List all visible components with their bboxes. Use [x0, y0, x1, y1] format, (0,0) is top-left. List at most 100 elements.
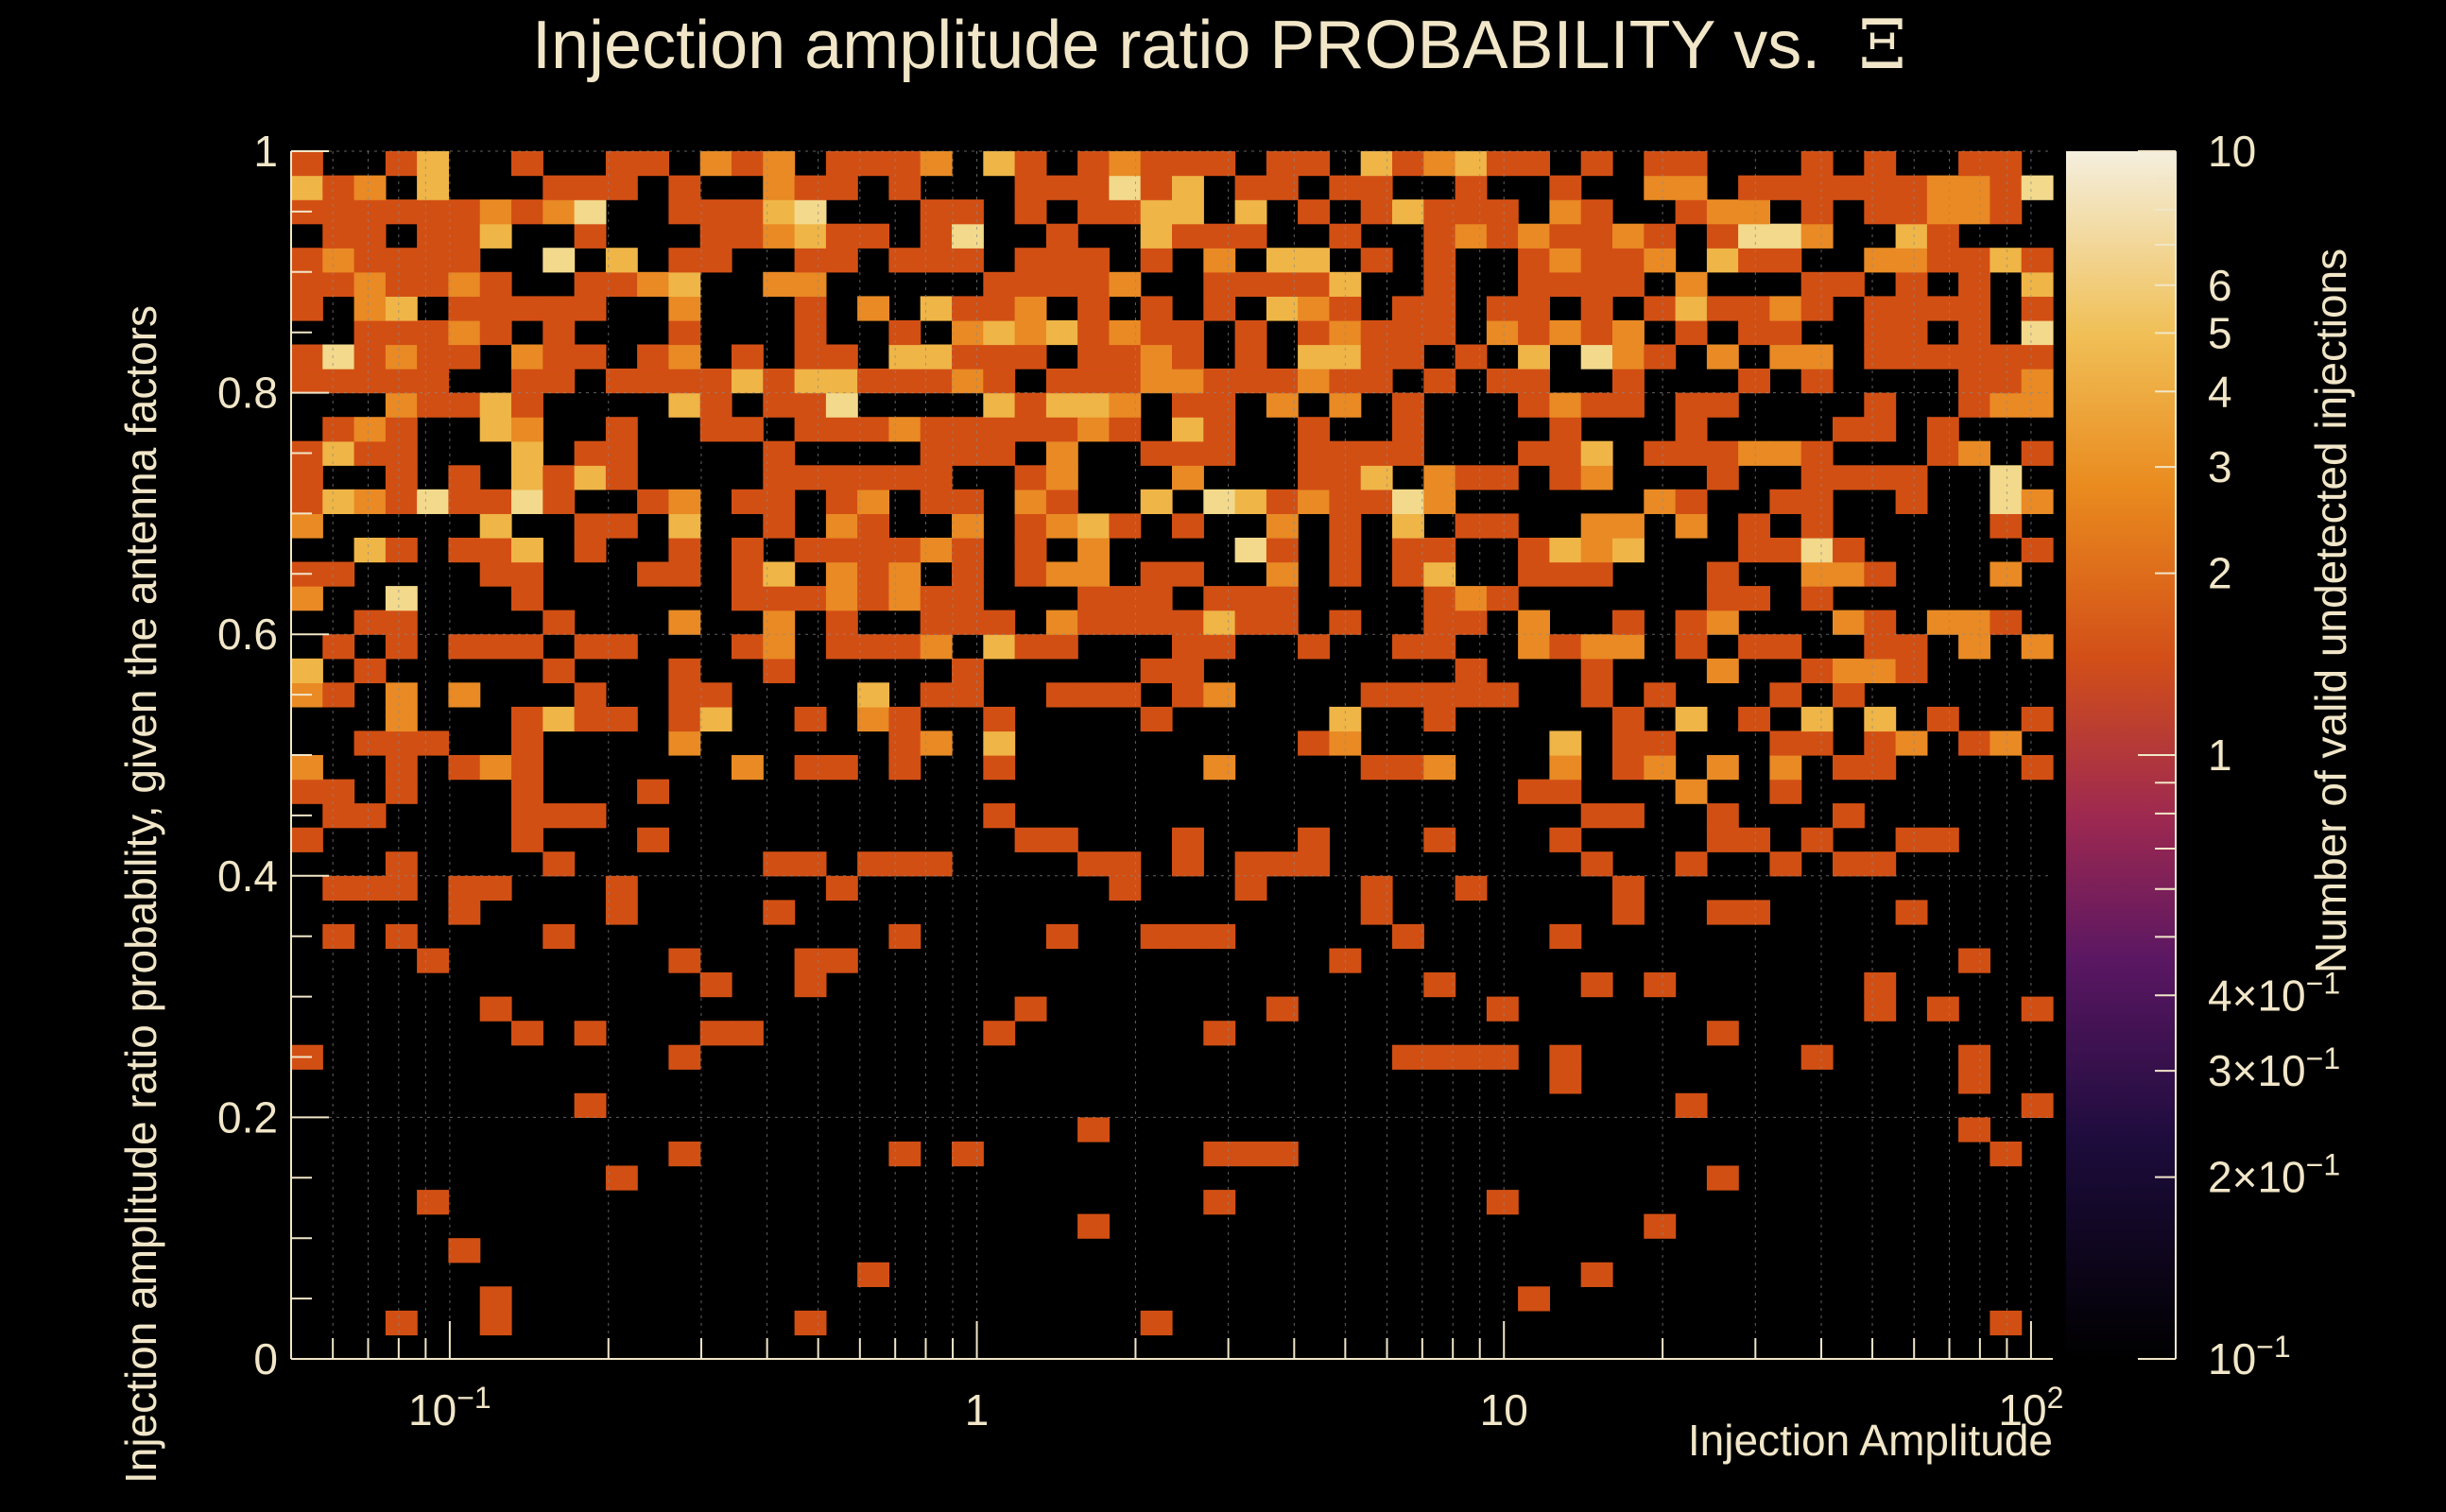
colorbar-label: Number of valid undetected injections — [2306, 249, 2355, 973]
heatmap-cell — [920, 199, 953, 225]
heatmap-cell — [1423, 465, 1456, 490]
heatmap-cell — [1549, 175, 1582, 200]
heatmap-cell — [1077, 369, 1110, 394]
heatmap-cell — [1895, 634, 1928, 660]
plot-area — [291, 151, 2054, 1336]
heatmap-cell — [732, 1021, 764, 1046]
heatmap-cell — [353, 271, 387, 297]
heatmap-cell — [385, 851, 418, 877]
heatmap-cell — [448, 344, 481, 369]
heatmap-cell — [1172, 827, 1204, 852]
heatmap-cell — [479, 1286, 512, 1312]
heatmap-cell — [1360, 175, 1393, 200]
heatmap-cell — [1580, 682, 1613, 708]
heatmap-cell — [763, 223, 796, 249]
heatmap-cell — [794, 465, 827, 490]
heatmap-cell — [1423, 634, 1456, 660]
heatmap-cell — [888, 151, 922, 177]
heatmap-cell — [1423, 586, 1456, 611]
heatmap-cell — [1738, 586, 1770, 611]
heatmap-cell — [511, 634, 543, 660]
heatmap-cell — [825, 465, 858, 490]
heatmap-cell — [1014, 634, 1047, 660]
heatmap-cell — [448, 319, 481, 346]
heatmap-cell — [1833, 538, 1865, 563]
heatmap-cell — [920, 610, 953, 635]
heatmap-cell — [448, 682, 481, 708]
heatmap-cell — [1706, 586, 1739, 611]
heatmap-cell — [1329, 513, 1362, 539]
heatmap-cell — [1549, 392, 1582, 418]
heatmap-cell — [1140, 223, 1173, 249]
heatmap-cell — [1172, 658, 1204, 683]
heatmap-cell — [763, 369, 796, 394]
heatmap-cell — [1644, 440, 1677, 466]
heatmap-cell — [1298, 417, 1330, 442]
heatmap-cell — [1140, 706, 1173, 732]
heatmap-cell — [1455, 875, 1488, 901]
y-axis: 0 0.2 0.4 0.6 0.8 1 — [217, 127, 329, 1383]
heatmap-cell — [385, 779, 418, 804]
heatmap-cell — [1014, 417, 1047, 442]
heatmap-cell — [1926, 296, 1959, 321]
heatmap-cell — [637, 561, 669, 587]
heatmap-cell — [543, 923, 576, 950]
heatmap-cell — [511, 561, 543, 587]
heatmap-cell — [1769, 175, 1802, 200]
heatmap-cell — [479, 513, 512, 539]
heatmap-cell — [1423, 199, 1456, 225]
heatmap-cell — [1958, 440, 1990, 466]
heatmap-cell — [732, 151, 764, 177]
heatmap-cell — [1990, 610, 2023, 635]
heatmap-cell — [605, 271, 638, 297]
heatmap-cell — [1298, 344, 1330, 369]
heatmap-cell — [1140, 199, 1173, 225]
heatmap-cell — [763, 440, 796, 466]
heatmap-cell — [763, 561, 796, 587]
heatmap-cell — [1706, 392, 1739, 418]
heatmap-cell — [1266, 538, 1299, 563]
heatmap-cell — [605, 875, 638, 901]
heatmap-cell — [1518, 223, 1550, 249]
heatmap-cell — [1675, 175, 1708, 200]
heatmap-cell — [763, 489, 796, 514]
heatmap-cell — [1706, 248, 1739, 273]
heatmap-cell — [1455, 1044, 1488, 1070]
heatmap-cell — [1298, 851, 1330, 877]
heatmap-cell — [417, 175, 449, 200]
heatmap-cell — [1014, 199, 1047, 225]
heatmap-cell — [1392, 392, 1424, 418]
heatmap-cell — [1864, 561, 1897, 587]
heatmap-cell — [1706, 561, 1739, 587]
heatmap-cell — [1360, 440, 1393, 466]
heatmap-cell — [983, 344, 1016, 369]
heatmap-cell — [417, 271, 449, 297]
heatmap-cell — [1580, 465, 1613, 490]
heatmap-cell — [1234, 875, 1267, 901]
heatmap-cell — [1360, 900, 1393, 925]
heatmap-cell — [1644, 1213, 1677, 1239]
y-tick-label: 0 — [253, 1334, 278, 1383]
heatmap-cell — [353, 223, 387, 249]
heatmap-cell — [479, 392, 512, 418]
heatmap-cell — [1833, 658, 1865, 683]
heatmap-cell — [794, 755, 827, 781]
heatmap-cell — [1298, 730, 1330, 756]
heatmap-cell — [291, 151, 323, 177]
y-tick-label: 0.8 — [217, 369, 278, 418]
heatmap-cell — [574, 706, 607, 732]
heatmap-cell — [1266, 175, 1299, 200]
heatmap-cell — [1077, 199, 1110, 225]
heatmap-cell — [1580, 561, 1613, 587]
heatmap-cell — [385, 296, 418, 321]
heatmap-cell — [1172, 369, 1204, 394]
heatmap-cell — [1077, 513, 1110, 539]
heatmap-cell — [1423, 682, 1456, 708]
heatmap-cell — [1833, 851, 1865, 877]
heatmap-cell — [511, 151, 543, 177]
heatmap-cell — [1549, 417, 1582, 442]
heatmap-cell — [1172, 344, 1204, 369]
heatmap-cell — [1549, 1069, 1582, 1094]
heatmap-cell — [1612, 223, 1645, 249]
heatmap-cell — [511, 199, 543, 225]
